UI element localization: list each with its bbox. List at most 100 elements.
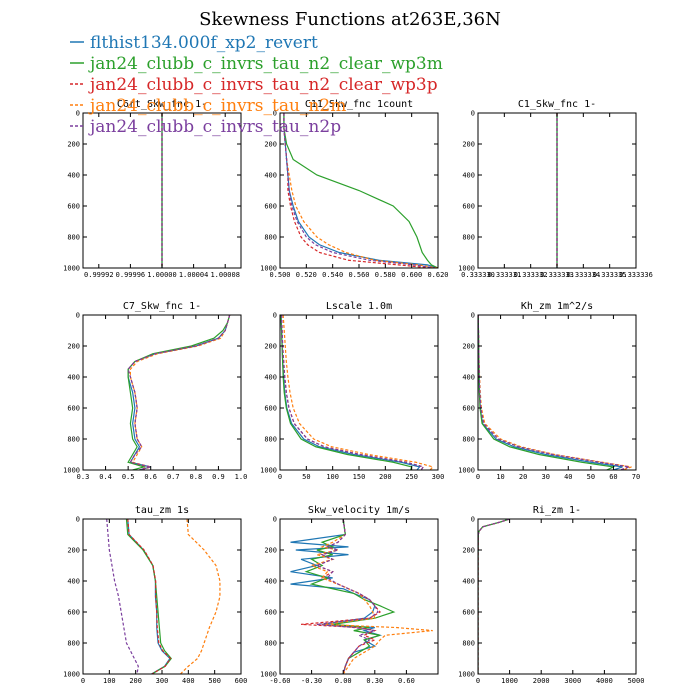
x-tick-label: 30 — [541, 473, 549, 481]
x-tick-label: 250 — [405, 473, 418, 481]
series-line-3 — [127, 519, 172, 674]
legend-item-4: jan24_clubb_c_invrs_tau_n2m — [70, 96, 346, 116]
series-line-4 — [180, 519, 221, 674]
y-tick-label: 200 — [67, 343, 80, 351]
x-tick-label: 0.3 — [77, 473, 90, 481]
x-tick-label: 300 — [156, 677, 169, 685]
x-tick-label: 0.6 — [144, 473, 157, 481]
x-tick-label: 0.500 — [269, 271, 290, 279]
x-tick-label: 1.00000 — [147, 271, 177, 279]
legend-label: jan24_clubb_c_invrs_tau_n2p — [88, 117, 341, 137]
y-tick-label: 1000 — [458, 467, 475, 475]
y-tick-label: 200 — [67, 141, 80, 149]
legend-label: jan24_clubb_c_invrs_tau_n2_clear_wp3m — [88, 54, 443, 74]
y-tick-label: 800 — [462, 640, 475, 648]
x-tick-label: 100 — [103, 677, 116, 685]
legend-label: jan24_clubb_c_invrs_tau_n2m — [88, 96, 346, 116]
x-tick-label: 0 — [476, 473, 480, 481]
y-tick-label: 1000 — [260, 265, 277, 273]
x-tick-label: 0.8 — [190, 473, 203, 481]
x-tick-label: 0.333336 — [619, 271, 653, 279]
y-tick-label: 400 — [462, 578, 475, 586]
panel-title: Kh_zm 1m^2/s — [521, 301, 593, 312]
x-tick-label: 100 — [326, 473, 339, 481]
plot-frame — [279, 314, 439, 471]
series-line-5 — [106, 519, 139, 674]
y-tick-label: 200 — [462, 141, 475, 149]
x-tick-label: 3000 — [564, 677, 581, 685]
figure-title: Skewness Functions at263E,36N — [199, 9, 501, 30]
panel-title: Lscale 1.0m — [326, 301, 392, 312]
series-line-3 — [280, 315, 425, 470]
y-tick-label: 600 — [264, 405, 277, 413]
y-tick-label: 1000 — [260, 467, 277, 475]
y-tick-label: 1000 — [63, 467, 80, 475]
y-tick-label: 800 — [264, 234, 277, 242]
y-tick-label: 0 — [471, 110, 475, 118]
panel-3: C1_Skw_fnc 1-020040060080010000.3333300.… — [458, 99, 653, 279]
y-tick-label: 600 — [462, 405, 475, 413]
x-tick-label: 0.580 — [375, 271, 396, 279]
y-tick-label: 800 — [67, 436, 80, 444]
plot-frame — [279, 518, 439, 675]
series-line-2 — [304, 519, 396, 674]
x-tick-label: 0.333331 — [487, 271, 521, 279]
y-tick-label: 400 — [264, 172, 277, 180]
y-tick-label: 1000 — [63, 671, 80, 679]
series-line-2 — [127, 315, 231, 470]
x-tick-label: 0.333335 — [593, 271, 627, 279]
x-tick-label: 600 — [235, 677, 248, 685]
x-tick-label: 400 — [182, 677, 195, 685]
y-tick-label: 1000 — [260, 671, 277, 679]
x-tick-label: 0.9 — [212, 473, 225, 481]
series-line-1 — [280, 315, 421, 470]
legend-item-5: jan24_clubb_c_invrs_tau_n2p — [70, 117, 341, 137]
y-tick-label: 800 — [264, 436, 277, 444]
x-tick-label: 4000 — [596, 677, 613, 685]
x-tick-label: 0 — [476, 677, 480, 685]
series-group — [478, 519, 510, 674]
panel-title: C6rt_Skw_fnc 1- — [117, 99, 207, 110]
x-tick-label: 1000 — [501, 677, 518, 685]
series-line-2 — [280, 315, 413, 470]
y-tick-label: 600 — [67, 203, 80, 211]
panel-title: tau_zm 1s — [135, 505, 189, 516]
y-tick-label: 0 — [273, 516, 277, 524]
panel-title: Skw_velocity 1m/s — [308, 505, 410, 516]
y-tick-label: 200 — [264, 141, 277, 149]
y-tick-label: 800 — [264, 640, 277, 648]
series-line-5 — [280, 315, 425, 470]
panel-title: C7_Skw_fnc 1- — [123, 301, 201, 312]
series-group — [283, 113, 438, 268]
series-line-4 — [309, 519, 433, 674]
y-tick-label: 400 — [264, 578, 277, 586]
y-tick-label: 600 — [462, 203, 475, 211]
y-tick-label: 200 — [67, 547, 80, 555]
series-line-5 — [478, 315, 630, 470]
plot-frame — [82, 314, 242, 471]
y-tick-label: 0 — [76, 110, 80, 118]
x-tick-label: 50 — [302, 473, 310, 481]
y-tick-label: 0 — [273, 312, 277, 320]
y-tick-label: 600 — [264, 609, 277, 617]
y-tick-label: 0 — [76, 516, 80, 524]
x-tick-label: 300 — [432, 473, 445, 481]
series-line-3 — [478, 315, 630, 470]
x-tick-label: 1.00004 — [179, 271, 209, 279]
x-tick-label: 200 — [379, 473, 392, 481]
y-tick-label: 200 — [264, 343, 277, 351]
legend-item-1: flthist134.000f_xp2_revert — [70, 33, 318, 53]
x-tick-label: 0.520 — [296, 271, 317, 279]
plot-frame — [477, 518, 637, 675]
panel-title: C1_Skw_fnc 1- — [518, 99, 596, 110]
legend-item-3: jan24_clubb_c_invrs_tau_n2_clear_wp3p — [70, 75, 438, 95]
series-line-1 — [478, 315, 623, 470]
x-tick-label: -0.30 — [301, 677, 322, 685]
x-tick-label: 60 — [609, 473, 617, 481]
